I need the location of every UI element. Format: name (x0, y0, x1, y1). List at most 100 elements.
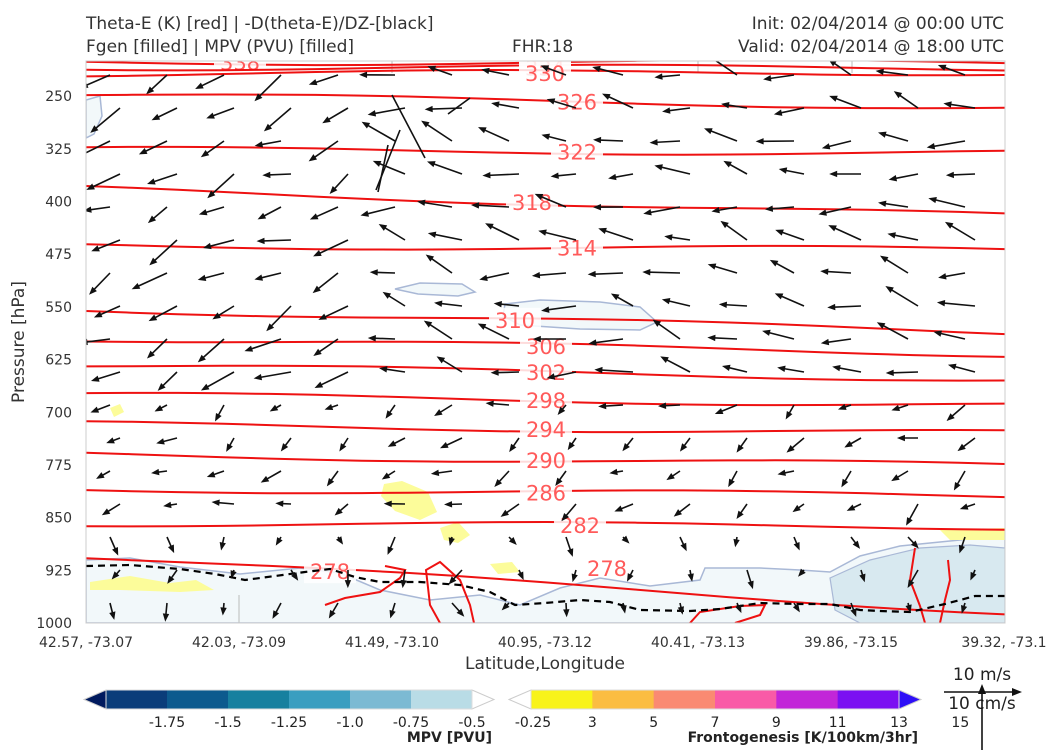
circulation-arrowhead (308, 79, 318, 86)
colorbar-segment (837, 690, 900, 709)
circulation-arrowhead (910, 540, 919, 549)
circulation-arrowhead (879, 255, 889, 263)
circulation-arrowhead (905, 604, 912, 613)
circulation-arrowhead (146, 350, 155, 359)
theta-e-contour (86, 243, 1005, 251)
contour-label-bg (551, 89, 603, 114)
circulation-arrowhead (598, 227, 607, 234)
circulation-arrowhead (673, 509, 683, 517)
circulation-arrowhead (602, 93, 611, 100)
fgen-region-4 (90, 576, 214, 592)
circulation-arrowhead (936, 299, 946, 307)
circulation-arrowhead (550, 172, 559, 179)
circulation-arrow (590, 272, 624, 276)
circulation-arrowhead (664, 234, 673, 241)
circulation-arrowhead (660, 356, 669, 363)
colorbar-tick-label: -1.0 (336, 715, 363, 731)
circulation-arrowhead (149, 257, 158, 266)
colorbar-segment (106, 690, 168, 709)
circulation-arrowhead (959, 503, 969, 510)
circulation-arrowhead (421, 120, 430, 128)
circulation-arrow (931, 198, 966, 208)
theta-e-contour-label: 338 (220, 51, 260, 75)
circulation-arrowhead (360, 210, 369, 217)
circulation-arrowhead (546, 98, 556, 105)
circulation-arrowhead (907, 579, 915, 589)
colorbar-extend-low (507, 689, 532, 710)
circulation-arrowhead (769, 259, 779, 267)
circulation-arrowhead (622, 442, 630, 452)
circulation-arrowhead (424, 105, 433, 113)
circulation-arrow (430, 232, 463, 241)
circulation-arrow (377, 144, 389, 193)
circulation-arrowhead (531, 272, 541, 279)
colorbar-frame (105, 689, 473, 710)
circulation-arrowhead (747, 580, 754, 590)
circulation-arrowhead (195, 82, 204, 89)
circulation-arrowhead (86, 82, 89, 88)
circulation-arrowhead (829, 95, 838, 102)
circulation-arrowhead (253, 373, 263, 381)
x-tick-label: 39.32, -73.1 (961, 635, 1046, 651)
theta-e-contour (86, 520, 1005, 531)
circulation-arrowhead (226, 443, 233, 452)
circulation-arrowhead (723, 160, 732, 168)
circulation-arrow (480, 127, 510, 142)
circulation-arrowhead (944, 221, 954, 229)
circulation-arrowhead (244, 345, 254, 352)
circulation-arrowhead (385, 410, 393, 419)
circulation-arrowhead (254, 141, 264, 148)
theta-e-contours: 3383343303263223183143103063022982942902… (86, 51, 1005, 616)
circulation-arrowhead (214, 412, 222, 422)
circulation-arrowhead (200, 150, 210, 158)
circulation-arrow (259, 239, 292, 242)
circulation-arrowhead (798, 568, 806, 577)
circulation-arrowhead (198, 209, 208, 216)
circulation-arrow (543, 305, 577, 312)
circulation-arrowhead (257, 212, 267, 220)
circulation-arrowhead (773, 109, 783, 116)
mpv-colorbar-title: MPV [PVU] (407, 730, 492, 746)
y-tick-label: 850 (45, 511, 72, 527)
circulation-arrowhead (593, 136, 602, 144)
fgen-region-1 (381, 481, 437, 520)
circulation-arrow (929, 140, 966, 148)
circulation-arrowhead (383, 500, 392, 507)
theta-e-contour (86, 145, 1005, 156)
circulation-arrowhead (151, 113, 161, 121)
circulation-arrowhead (478, 127, 487, 134)
circulation-arrowhead (322, 116, 331, 124)
circulation-arrow (265, 107, 292, 131)
circulation-arrowhead (662, 107, 671, 114)
circulation-arrowhead (212, 312, 221, 320)
circulation-arrow (473, 204, 510, 208)
valid-time: Valid: 02/04/2014 @ 18:00 UTC (738, 37, 1004, 57)
circulation-arrowhead (312, 285, 321, 294)
circulation-arrowhead (262, 171, 271, 179)
circulation-arrowhead (642, 269, 651, 276)
colorbar-frame (530, 689, 900, 710)
circulation-arrowhead (627, 573, 634, 582)
circulation-arrow (604, 94, 634, 109)
reference-vector: 10 m/s 10 cm/s (944, 665, 1022, 750)
circulation-arrowhead (89, 286, 97, 295)
circulation-arrowhead (888, 175, 898, 182)
y-tick-label: 325 (45, 142, 72, 158)
mpv-region-lower-right (829, 544, 1005, 623)
circulation-arrowhead (928, 196, 937, 204)
circulation-arrowhead (219, 541, 226, 551)
circulation-arrow (947, 222, 976, 241)
circulation-arrowhead (154, 404, 164, 412)
y-tick-label: 475 (45, 247, 72, 263)
x-tick-label: 42.57, -73.07 (39, 635, 133, 651)
circulation-arrowhead (387, 546, 394, 555)
circulation-arrowhead (324, 403, 334, 411)
circulation-arrowhead (774, 293, 784, 300)
circulation-arrow (657, 165, 691, 175)
theta-e-contour-surface (424, 560, 475, 623)
circulation-arrowhead (661, 298, 671, 305)
circulation-arrowhead (947, 363, 957, 370)
theta-e-contour-label: 278 (310, 560, 350, 584)
contour-label-bg (520, 480, 572, 505)
circulation-arrow (203, 371, 235, 390)
